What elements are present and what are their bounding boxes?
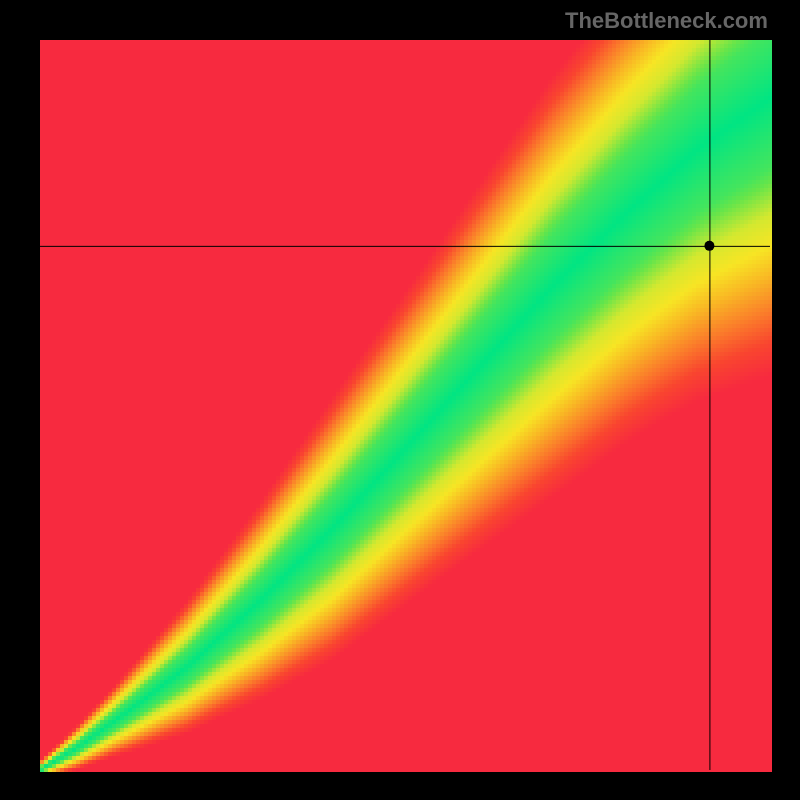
bottleneck-heatmap	[0, 0, 800, 800]
watermark: TheBottleneck.com	[565, 8, 768, 34]
